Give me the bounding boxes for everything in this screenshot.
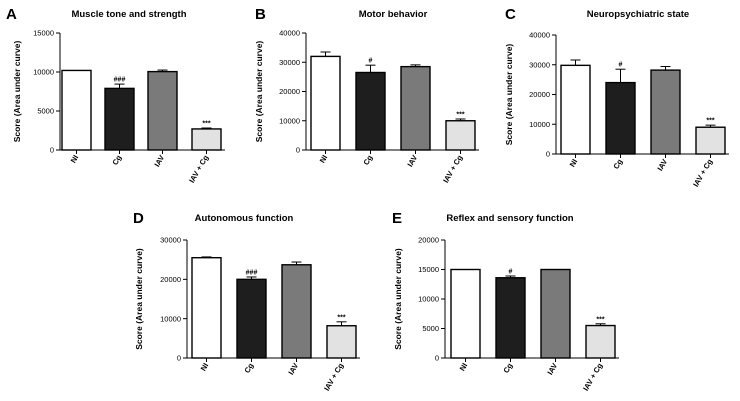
x-tick-label: Cg: [242, 361, 255, 375]
panel-E: E Reflex and sensory function Score (Area …: [392, 210, 619, 392]
y-tick-label: 15000: [418, 265, 439, 274]
x-tick-label: IAV: [405, 154, 419, 169]
y-tick-label: 0: [435, 354, 439, 363]
x-tick-label: Cg: [110, 153, 123, 167]
y-tick-label: 15000: [33, 29, 54, 38]
x-tick-label: NI: [69, 154, 81, 165]
significance-label: #: [509, 268, 513, 275]
chart-title: Reflex and sensory function: [446, 213, 573, 224]
y-tick-label: 30000: [529, 60, 550, 69]
x-tick-label: IAV + Cg: [441, 153, 464, 184]
y-tick-label: 30000: [279, 58, 300, 67]
chart-title: Muscle tone and strength: [71, 9, 186, 20]
significance-label: ###: [246, 269, 258, 276]
x-tick-label: IAV + Cg: [187, 153, 210, 184]
bar-ni: [450, 268, 481, 359]
y-tick-label: 5000: [37, 107, 54, 116]
significance-label: #: [369, 58, 373, 65]
bar-iav: [540, 268, 571, 359]
bar-iav: [147, 70, 178, 151]
x-tick-label: IAV + Cg: [581, 361, 604, 392]
bar-iav-cg: [445, 120, 476, 151]
y-axis-label: Score (Area under curve): [254, 41, 264, 143]
x-tick-label: NI: [458, 362, 470, 373]
y-tick-label: 5000: [422, 324, 439, 333]
significance-label: ***: [456, 111, 464, 118]
y-tick-label: 10000: [418, 295, 439, 304]
significance-label: ***: [596, 316, 604, 323]
significance-label: ***: [706, 118, 714, 125]
chart-title: Autonomous function: [195, 213, 294, 224]
y-tick-label: 30000: [160, 236, 181, 245]
y-tick-label: 20000: [160, 275, 181, 284]
bar-cg: [104, 87, 135, 151]
panel-letter: D: [133, 210, 144, 227]
bar-ni: [560, 64, 591, 155]
y-tick-label: 20000: [279, 87, 300, 96]
y-tick-label: 0: [177, 354, 181, 363]
bar-iav-cg: [191, 128, 222, 151]
y-tick-label: 20000: [418, 236, 439, 245]
y-tick-label: 0: [296, 146, 300, 155]
bar-cg: [355, 71, 386, 151]
bar-iav: [281, 264, 312, 359]
x-tick-label: NI: [199, 362, 211, 373]
bar-iav-cg: [585, 324, 616, 359]
panel-letter: B: [255, 6, 266, 23]
x-tick-label: IAV + Cg: [322, 361, 345, 392]
bar-ni: [61, 69, 92, 151]
x-tick-label: NI: [568, 158, 580, 169]
significance-label: ###: [114, 77, 126, 84]
panel-D: D Autonomous function Score (Area under cu…: [133, 210, 360, 392]
y-axis-label: Score (Area under curve): [12, 41, 22, 143]
significance-label: ***: [337, 314, 345, 321]
x-tick-label: Cg: [501, 361, 514, 375]
chart-title: Neuropsychiatric state: [587, 9, 689, 20]
panel-A: A Muscle tone and strength Score (Area und…: [6, 6, 225, 184]
bar-cg: [605, 81, 636, 155]
y-tick-label: 0: [546, 150, 550, 159]
y-tick-label: 10000: [529, 120, 550, 129]
y-axis-label: Score (Area under curve): [504, 44, 514, 146]
bar-iav: [400, 65, 431, 151]
y-tick-label: 10000: [160, 314, 181, 323]
y-tick-label: 40000: [279, 29, 300, 38]
panel-letter: C: [505, 6, 516, 23]
significance-label: ***: [202, 121, 210, 128]
bar-iav-cg: [326, 325, 357, 359]
x-tick-label: IAV + Cg: [691, 157, 714, 188]
y-axis-label: Score (Area under curve): [393, 248, 403, 350]
bar-cg: [495, 277, 526, 359]
x-tick-label: Cg: [361, 153, 374, 167]
bar-ni: [310, 55, 341, 151]
significance-label: #: [619, 62, 623, 69]
bar-iav: [650, 69, 681, 155]
panel-letter: A: [6, 6, 17, 23]
y-tick-label: 0: [50, 146, 54, 155]
panel-C: C Neuropsychiatric state Score (Area under…: [504, 6, 729, 188]
panel-B: B Motor behavior Score (Area under curve) 0…: [254, 6, 479, 184]
x-tick-label: IAV: [152, 154, 166, 169]
x-tick-label: Cg: [611, 157, 624, 171]
y-axis-label: Score (Area under curve): [134, 248, 144, 350]
x-tick-label: IAV: [655, 158, 669, 173]
bar-iav-cg: [695, 126, 726, 155]
x-tick-label: NI: [318, 154, 330, 165]
bar-ni: [191, 257, 222, 359]
y-tick-label: 40000: [529, 31, 550, 40]
bar-cg: [236, 278, 267, 359]
x-tick-label: IAV: [545, 362, 559, 377]
y-tick-label: 10000: [279, 116, 300, 125]
panel-letter: E: [392, 210, 402, 227]
x-tick-label: IAV: [286, 362, 300, 377]
chart-title: Motor behavior: [359, 9, 428, 20]
y-tick-label: 10000: [33, 68, 54, 77]
y-tick-label: 20000: [529, 90, 550, 99]
